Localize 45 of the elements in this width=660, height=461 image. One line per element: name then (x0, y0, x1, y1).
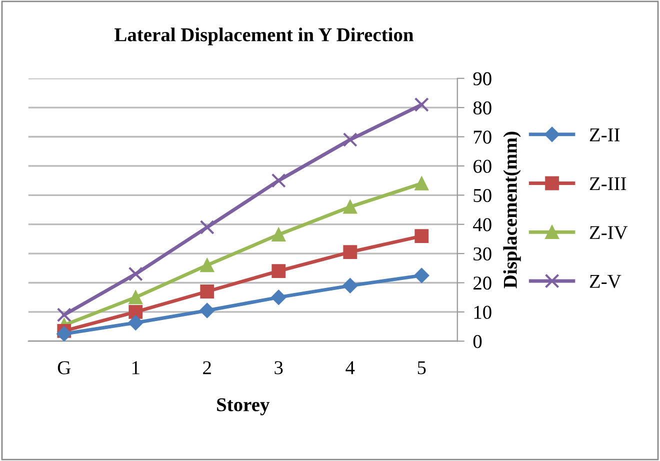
y-tick-label: 90 (473, 72, 492, 86)
point (128, 315, 144, 330)
legend-label: Z-III (590, 177, 626, 190)
point (56, 326, 72, 342)
point (128, 305, 143, 319)
x-tick-label: G (58, 361, 71, 374)
x-axis-title: Storey (217, 398, 270, 416)
point (200, 284, 214, 298)
y-axis-title: Displacement(mm) (503, 132, 521, 288)
point (272, 264, 286, 278)
y-tick-label: 50 (474, 188, 492, 202)
point (342, 132, 358, 147)
y-tick-label: 0 (473, 334, 482, 348)
legend-label: Z-II (590, 128, 620, 142)
point (56, 308, 72, 322)
legend-label: Z-V (590, 275, 622, 288)
point (414, 268, 430, 284)
point (342, 278, 358, 294)
point (414, 229, 429, 243)
x-tick-label: 5 (418, 361, 426, 374)
chart-title: Lateral Displacement in Y Direction (114, 28, 414, 46)
x-tick-label: 4 (346, 361, 355, 374)
y-tick-label: 10 (474, 306, 492, 319)
point (200, 258, 214, 272)
point (200, 302, 215, 318)
point (271, 173, 286, 188)
point (200, 220, 214, 235)
point (414, 176, 429, 190)
point (343, 245, 358, 260)
point (128, 266, 143, 282)
x-tick-label: 1 (132, 361, 140, 374)
y-tick-label: 80 (473, 101, 492, 115)
point (271, 290, 286, 305)
point (414, 97, 429, 112)
y-tick-label: 40 (473, 218, 492, 232)
x-tick-label: 2 (203, 361, 211, 374)
y-tick-label: 20 (474, 276, 492, 290)
x-tick-label: 3 (274, 361, 283, 374)
point (343, 200, 358, 214)
point (128, 290, 143, 304)
legend-label: Z-IV (590, 226, 628, 240)
y-tick-label: 60 (473, 160, 492, 173)
y-tick-label: 30 (474, 247, 492, 260)
point (272, 228, 286, 242)
y-tick-label: 70 (474, 130, 492, 144)
